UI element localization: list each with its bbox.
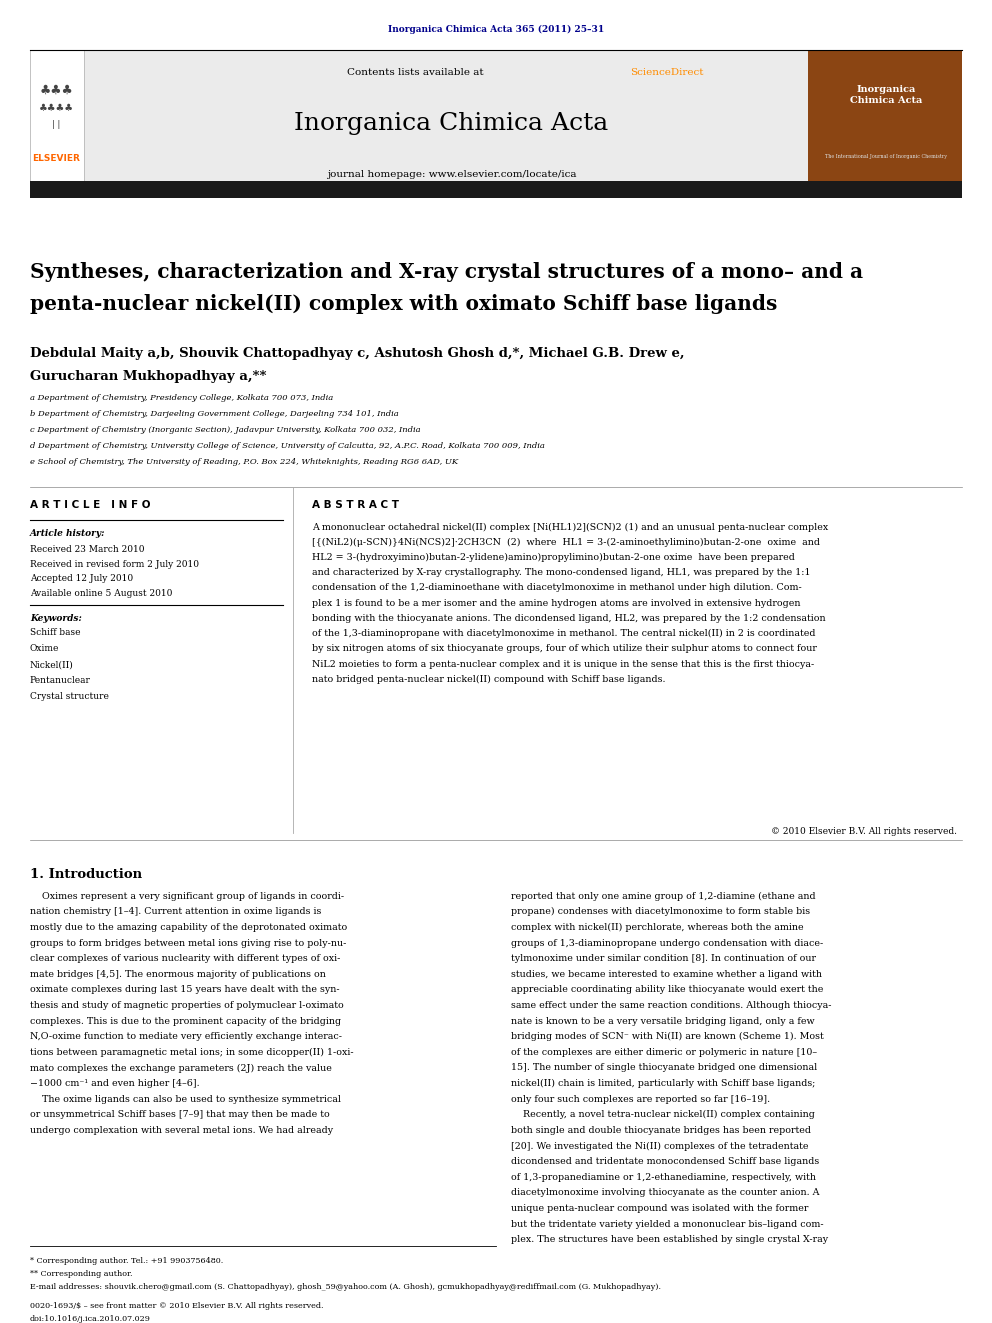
Text: Oxime: Oxime [30,644,60,654]
Bar [30,181,962,198]
Text: * Corresponding author. Tel.: +91 9903756480.: * Corresponding author. Tel.: +91 990375… [30,1257,223,1265]
Text: ** Corresponding author.: ** Corresponding author. [30,1270,132,1278]
Text: Recently, a novel tetra-nuclear nickel(II) complex containing: Recently, a novel tetra-nuclear nickel(I… [511,1110,814,1119]
Text: thesis and study of magnetic properties of polymuclear l-oximato: thesis and study of magnetic properties … [30,1002,343,1009]
Text: Article history:: Article history: [30,529,105,538]
Text: mostly due to the amazing capability of the deprotonated oximato: mostly due to the amazing capability of … [30,923,347,931]
Text: condensation of the 1,2-diaminoethane with diacetylmonoxime in methanol under hi: condensation of the 1,2-diaminoethane wi… [312,583,803,593]
Text: Inorganica Chimica Acta: Inorganica Chimica Acta [295,111,608,135]
Text: | |: | | [53,120,61,128]
Text: tylmonoxime under similar condition [8]. In continuation of our: tylmonoxime under similar condition [8].… [511,954,815,963]
Text: of the 1,3-diaminopropane with diacetylmonoxime in methanol. The central nickel(: of the 1,3-diaminopropane with diacetylm… [312,630,816,638]
Text: [20]. We investigated the Ni(II) complexes of the tetradentate: [20]. We investigated the Ni(II) complex… [511,1142,808,1151]
Text: plex. The structures have been established by single crystal X-ray: plex. The structures have been establish… [511,1236,828,1244]
Text: Received in revised form 2 July 2010: Received in revised form 2 July 2010 [30,560,198,569]
Text: nate is known to be a very versatile bridging ligand, only a few: nate is known to be a very versatile bri… [511,1016,814,1025]
Text: nickel(II) chain is limited, particularly with Schiff base ligands;: nickel(II) chain is limited, particularl… [511,1080,815,1088]
Text: but the tridentate variety yielded a mononuclear bis–ligand com-: but the tridentate variety yielded a mon… [511,1220,823,1229]
Bar [808,50,962,196]
Text: Available online 5 August 2010: Available online 5 August 2010 [30,589,173,598]
Text: both single and double thiocyanate bridges has been reported: both single and double thiocyanate bridg… [511,1126,810,1135]
Text: doi:10.1016/j.ica.2010.07.029: doi:10.1016/j.ica.2010.07.029 [30,1315,151,1323]
Text: tions between paramagnetic metal ions; in some dicopper(II) 1-oxi-: tions between paramagnetic metal ions; i… [30,1048,353,1057]
Text: appreciable coordinating ability like thiocyanate would exert the: appreciable coordinating ability like th… [511,986,823,995]
Text: propane) condenses with diacetylmonoxime to form stable bis: propane) condenses with diacetylmonoxime… [511,908,810,917]
Text: unique penta-nuclear compound was isolated with the former: unique penta-nuclear compound was isolat… [511,1204,808,1213]
Text: plex 1 is found to be a mer isomer and the amine hydrogen atoms are involved in : plex 1 is found to be a mer isomer and t… [312,599,801,607]
Text: −1000 cm⁻¹ and even higher [4–6].: −1000 cm⁻¹ and even higher [4–6]. [30,1080,199,1088]
Text: only four such complexes are reported so far [16–19].: only four such complexes are reported so… [511,1094,770,1103]
Text: ELSEVIER: ELSEVIER [33,155,80,163]
Text: The International Journal of Inorganic Chemistry: The International Journal of Inorganic C… [825,153,946,159]
Text: Inorganica Chimica Acta 365 (2011) 25–31: Inorganica Chimica Acta 365 (2011) 25–31 [388,25,604,33]
Text: Inorganica
Chimica Acta: Inorganica Chimica Acta [850,85,922,106]
Text: clear complexes of various nuclearity with different types of oxi-: clear complexes of various nuclearity wi… [30,954,340,963]
Text: complexes. This is due to the prominent capacity of the bridging: complexes. This is due to the prominent … [30,1016,341,1025]
Text: Pentanuclear: Pentanuclear [30,676,90,685]
Text: Contents lists available at: Contents lists available at [347,69,487,77]
Text: bridging modes of SCN⁻ with Ni(II) are known (Scheme 1). Most: bridging modes of SCN⁻ with Ni(II) are k… [511,1032,823,1041]
Bar [30,50,84,196]
Text: studies, we became interested to examine whether a ligand with: studies, we became interested to examine… [511,970,822,979]
Text: [{(NiL2)(μ-SCN)}4Ni(NCS)2]·2CH3CN  (2)  where  HL1 = 3-(2-aminoethylimino)butan-: [{(NiL2)(μ-SCN)}4Ni(NCS)2]·2CH3CN (2) wh… [312,538,820,546]
Text: The oxime ligands can also be used to synthesize symmetrical: The oxime ligands can also be used to sy… [30,1094,341,1103]
Text: or unsymmetrical Schiff bases [7–9] that may then be made to: or unsymmetrical Schiff bases [7–9] that… [30,1110,329,1119]
Text: ♣♣♣: ♣♣♣ [40,83,73,97]
Text: A R T I C L E   I N F O: A R T I C L E I N F O [30,500,150,511]
Text: mato complexes the exchange parameters (2J) reach the value: mato complexes the exchange parameters (… [30,1064,331,1073]
Text: 15]. The number of single thiocyanate bridged one dimensional: 15]. The number of single thiocyanate br… [511,1064,817,1073]
Text: reported that only one amine group of 1,2-diamine (ethane and: reported that only one amine group of 1,… [511,892,815,901]
Text: of 1,3-propanediamine or 1,2-ethanediamine, respectively, with: of 1,3-propanediamine or 1,2-ethanediami… [511,1172,815,1181]
Text: same effect under the same reaction conditions. Although thiocya-: same effect under the same reaction cond… [511,1002,831,1009]
Text: Crystal structure: Crystal structure [30,692,109,701]
Text: d Department of Chemistry, University College of Science, University of Calcutta: d Department of Chemistry, University Co… [30,442,545,450]
Text: groups of 1,3-diaminopropane undergo condensation with diace-: groups of 1,3-diaminopropane undergo con… [511,938,823,947]
Text: and characterized by X-ray crystallography. The mono-condensed ligand, HL1, was : and characterized by X-ray crystallograp… [312,569,811,577]
Text: NiL2 moieties to form a penta-nuclear complex and it is unique in the sense that: NiL2 moieties to form a penta-nuclear co… [312,660,814,668]
Text: Keywords:: Keywords: [30,614,81,623]
Text: oximate complexes during last 15 years have dealt with the syn-: oximate complexes during last 15 years h… [30,986,339,995]
Text: diacetylmonoxime involving thiocyanate as the counter anion. A: diacetylmonoxime involving thiocyanate a… [511,1188,819,1197]
Text: a Department of Chemistry, Presidency College, Kolkata 700 073, India: a Department of Chemistry, Presidency Co… [30,394,333,402]
Text: Schiff base: Schiff base [30,628,80,638]
Text: Received 23 March 2010: Received 23 March 2010 [30,545,144,554]
Text: 1. Introduction: 1. Introduction [30,868,142,881]
Text: groups to form bridges between metal ions giving rise to poly-nu-: groups to form bridges between metal ion… [30,938,346,947]
Text: b Department of Chemistry, Darjeeling Government College, Darjeeling 734 101, In: b Department of Chemistry, Darjeeling Go… [30,410,399,418]
Text: Debdulal Maity a,b, Shouvik Chattopadhyay c, Ashutosh Ghosh d,*, Michael G.B. Dr: Debdulal Maity a,b, Shouvik Chattopadhya… [30,347,684,360]
Text: nation chemistry [1–4]. Current attention in oxime ligands is: nation chemistry [1–4]. Current attentio… [30,908,321,917]
Text: complex with nickel(II) perchlorate, whereas both the amine: complex with nickel(II) perchlorate, whe… [511,923,804,931]
Text: E-mail addresses: shouvik.chero@gmail.com (S. Chattopadhyay), ghosh_59@yahoo.com: E-mail addresses: shouvik.chero@gmail.co… [30,1283,661,1291]
Text: Gurucharan Mukhopadhyay a,**: Gurucharan Mukhopadhyay a,** [30,370,266,384]
Text: bonding with the thiocyanate anions. The dicondensed ligand, HL2, was prepared b: bonding with the thiocyanate anions. The… [312,614,826,623]
Text: Nickel(II): Nickel(II) [30,660,73,669]
Text: journal homepage: www.elsevier.com/locate/ica: journal homepage: www.elsevier.com/locat… [326,171,576,179]
Text: 0020-1693/$ – see front matter © 2010 Elsevier B.V. All rights reserved.: 0020-1693/$ – see front matter © 2010 El… [30,1302,323,1310]
Bar [84,50,808,196]
Text: Accepted 12 July 2010: Accepted 12 July 2010 [30,574,133,583]
Text: ScienceDirect: ScienceDirect [630,69,703,77]
Text: of the complexes are either dimeric or polymeric in nature [10–: of the complexes are either dimeric or p… [511,1048,817,1057]
Text: by six nitrogen atoms of six thiocyanate groups, four of which utilize their sul: by six nitrogen atoms of six thiocyanate… [312,644,817,654]
Text: nato bridged penta-nuclear nickel(II) compound with Schiff base ligands.: nato bridged penta-nuclear nickel(II) co… [312,675,666,684]
Text: c Department of Chemistry (Inorganic Section), Jadavpur University, Kolkata 700 : c Department of Chemistry (Inorganic Sec… [30,426,421,434]
Text: © 2010 Elsevier B.V. All rights reserved.: © 2010 Elsevier B.V. All rights reserved… [772,827,957,836]
Text: e School of Chemistry, The University of Reading, P.O. Box 224, Whiteknights, Re: e School of Chemistry, The University of… [30,458,458,466]
Text: A B S T R A C T: A B S T R A C T [312,500,400,511]
Text: undergo complexation with several metal ions. We had already: undergo complexation with several metal … [30,1126,333,1135]
Text: A mononuclear octahedral nickel(II) complex [Ni(HL1)2](SCN)2 (1) and an unusual : A mononuclear octahedral nickel(II) comp… [312,523,828,532]
Text: Oximes represent a very significant group of ligands in coordi-: Oximes represent a very significant grou… [30,892,344,901]
Text: penta-nuclear nickel(II) complex with oximato Schiff base ligands: penta-nuclear nickel(II) complex with ox… [30,294,777,314]
Text: ♣♣♣♣: ♣♣♣♣ [39,103,74,114]
Text: dicondensed and tridentate monocondensed Schiff base ligands: dicondensed and tridentate monocondensed… [511,1158,819,1166]
Text: mate bridges [4,5]. The enormous majority of publications on: mate bridges [4,5]. The enormous majorit… [30,970,325,979]
Text: HL2 = 3-(hydroxyimino)butan-2-ylidene)amino)propylimino)butan-2-one oxime  have : HL2 = 3-(hydroxyimino)butan-2-ylidene)am… [312,553,796,562]
Text: N,O-oxime function to mediate very efficiently exchange interac-: N,O-oxime function to mediate very effic… [30,1032,342,1041]
Text: Syntheses, characterization and X-ray crystal structures of a mono– and a: Syntheses, characterization and X-ray cr… [30,262,863,282]
